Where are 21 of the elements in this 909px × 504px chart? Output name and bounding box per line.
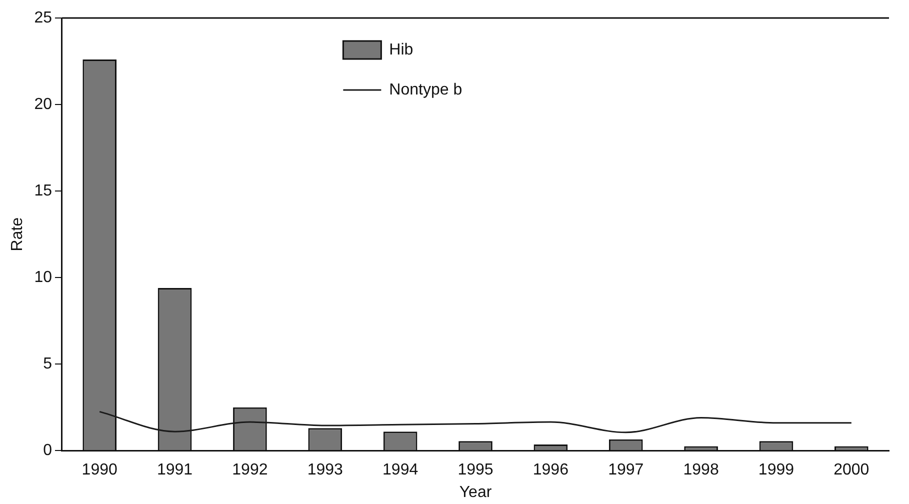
- x-tick-label: 1991: [156, 462, 193, 479]
- x-tick-label: 2000: [834, 462, 870, 479]
- legend-label: Hib: [389, 41, 414, 58]
- x-tick-label: 1998: [683, 462, 719, 479]
- x-tick-label: 1994: [382, 462, 418, 479]
- x-tick-label: 1993: [307, 462, 344, 479]
- y-tick-label: 25: [34, 9, 52, 26]
- y-tick-label: 0: [43, 442, 52, 460]
- y-axis-title: Rate: [9, 217, 26, 252]
- x-tick-label: 1995: [458, 462, 494, 479]
- y-tick-label: 20: [34, 96, 52, 113]
- y-tick-label: 10: [34, 268, 52, 286]
- y-tick-label: 5: [43, 355, 52, 372]
- x-tick-label: 1992: [232, 462, 268, 479]
- x-tick-label: 1996: [532, 462, 569, 479]
- x-tick-label: 1997: [608, 462, 644, 479]
- x-axis-title: Year: [459, 484, 492, 501]
- legend-label: Nontype b: [389, 81, 462, 98]
- x-tick-label: 1990: [82, 462, 118, 479]
- x-tick-label: 1999: [758, 462, 794, 479]
- y-tick-label: 15: [34, 182, 52, 200]
